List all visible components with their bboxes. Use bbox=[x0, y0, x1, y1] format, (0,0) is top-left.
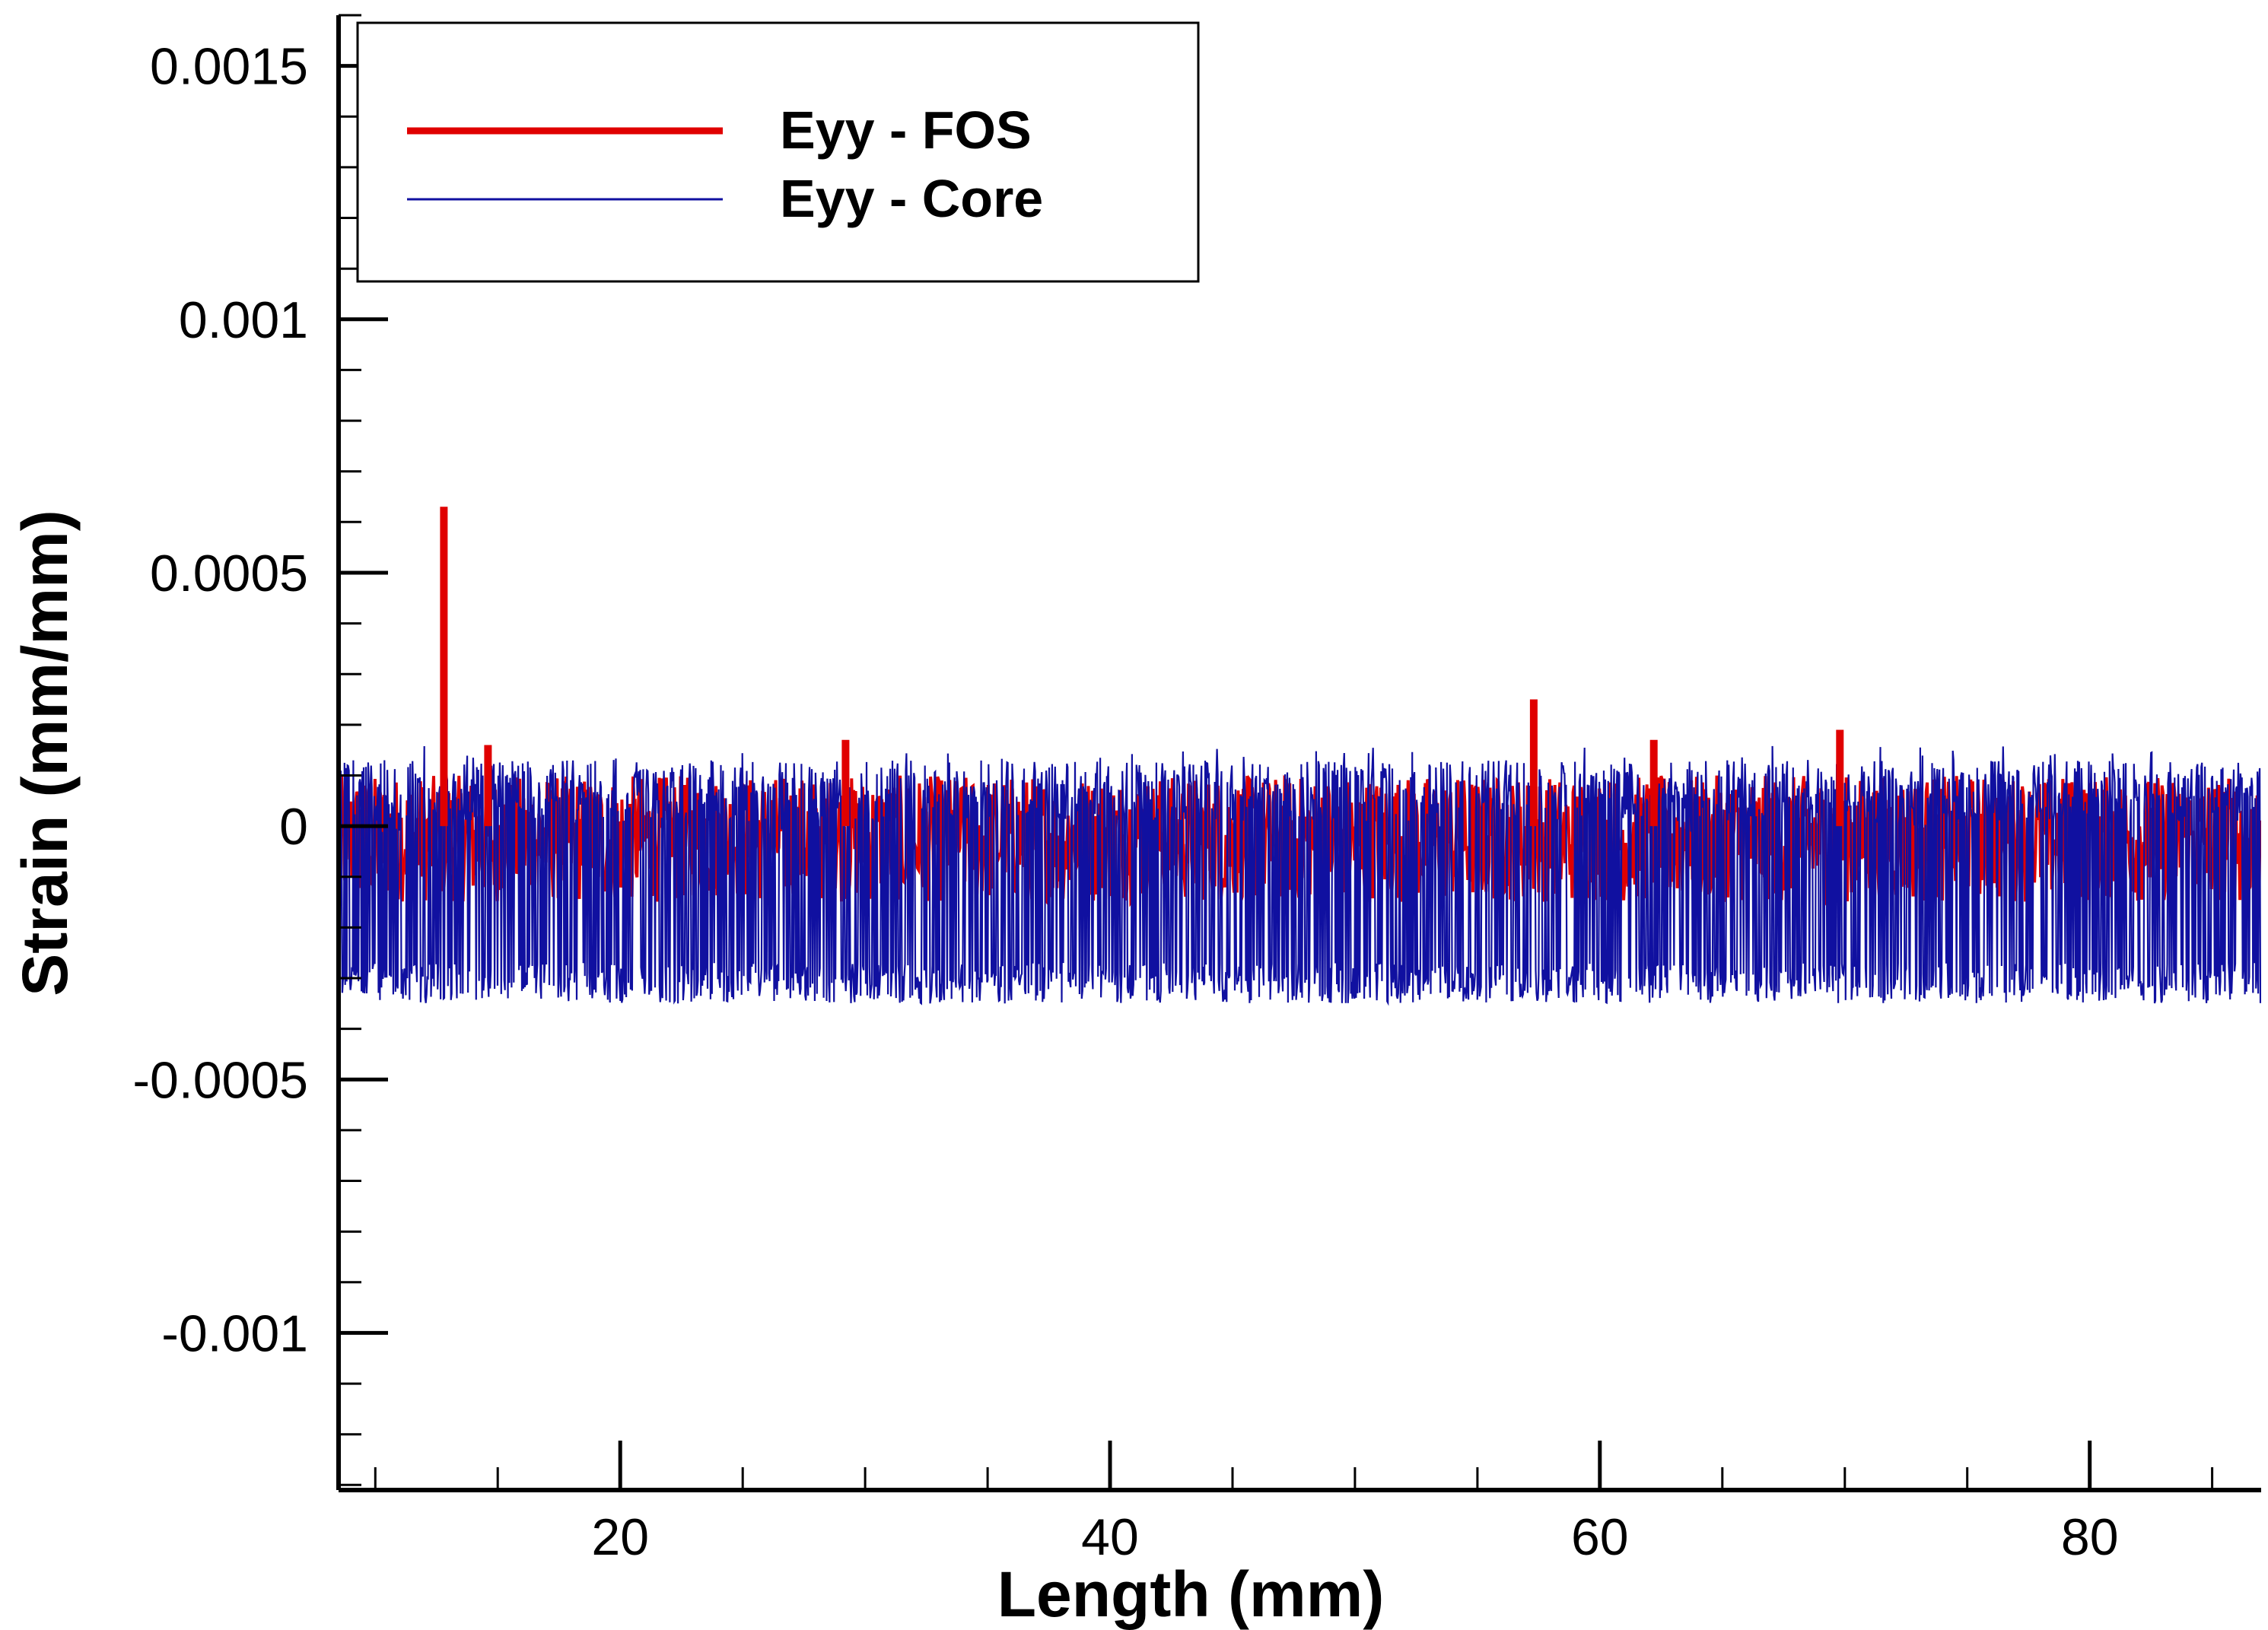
y-tick-label: 0 bbox=[279, 798, 308, 856]
y-tick-label: 0.0005 bbox=[150, 545, 308, 602]
axes-layer: 0.0015 0.001 0.0005 0 -0.0005 -0.001 20 40 60 80 bbox=[132, 14, 2261, 1566]
y-axis-title: Strain (mm/mm) bbox=[9, 510, 81, 996]
legend-label-core: Eyy - Core bbox=[780, 169, 1043, 228]
y-tick-label: -0.001 bbox=[161, 1304, 308, 1362]
series-layer bbox=[339, 507, 2261, 1006]
x-tick-label: 60 bbox=[1571, 1508, 1629, 1566]
x-tick-label: 80 bbox=[2061, 1508, 2119, 1566]
y-tick-label: 0.0015 bbox=[150, 38, 308, 96]
legend: Eyy - FOS Eyy - Core bbox=[356, 21, 1200, 283]
legend-box bbox=[356, 21, 1200, 283]
x-tick-label: 20 bbox=[591, 1508, 649, 1566]
x-tick-label: 40 bbox=[1081, 1508, 1139, 1566]
x-axis-title: Length (mm) bbox=[997, 1559, 1385, 1630]
legend-label-fos: Eyy - FOS bbox=[780, 100, 1032, 160]
y-tick-label: 0.001 bbox=[179, 291, 308, 349]
y-tick-label: -0.0005 bbox=[132, 1051, 308, 1109]
series-line-core bbox=[339, 745, 2261, 1006]
